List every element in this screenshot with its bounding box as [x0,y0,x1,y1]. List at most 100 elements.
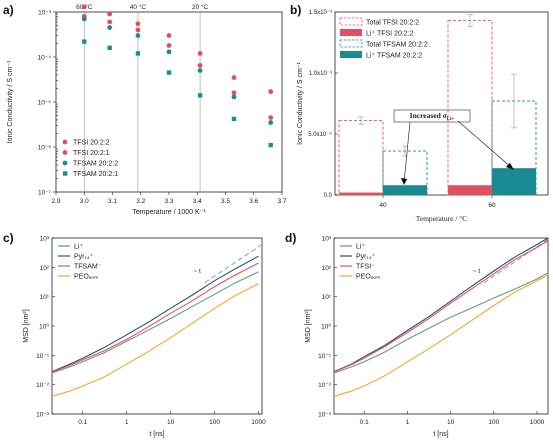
x-tick-label: 100 [488,419,499,426]
y-axis-label: Ionic Conductivity / S cm⁻¹ [297,62,304,145]
series-line [333,237,549,373]
bar-total [447,20,493,196]
x-tick-label: 3.6 [249,198,258,205]
legend-label: Li⁺ [356,244,365,251]
x-tick-label: 40 [379,202,387,209]
x-tick-label: 3.0 [80,198,89,205]
guide-label: ~ t [193,268,201,275]
legend-marker [63,171,68,176]
y-tick-label: 10⁻³ [38,10,52,17]
x-tick-label: 3.1 [108,198,117,205]
y-tick-label: 10³ [322,236,332,243]
data-point [107,45,112,51]
legend-marker [62,160,68,166]
legend-label: Li⁺ [74,244,83,251]
data-point [82,39,87,44]
panel-d: d) 0.1 1 10 100 1000 10⁻³ 10⁻² 10⁻¹ 10⁰ 10¹ 10² 10³ t… [285,231,549,438]
series-line [51,283,259,397]
y-axis-label: Ionic Conductivity / S cm⁻¹ [7,60,14,143]
data-point [268,142,273,148]
legend-label: TFSAM 20:2:1 [73,171,118,178]
x-tick-label: 3.3 [164,198,173,205]
y-tick-label: 10⁻⁶ [38,145,52,152]
y-tick-label: 1.0x10⁻³ [309,71,332,77]
x-tick-label: 10 [167,419,175,426]
y-tick-label: 10² [322,265,332,272]
y-tick-label: 10⁰ [39,323,49,331]
annotation-box [393,109,471,123]
series-line [51,255,259,373]
legend-label: TFSI 20:2:2 [73,140,110,147]
x-tick-label: 1000 [251,419,266,426]
y-tick-label: 10⁰ [321,323,331,331]
data-point [166,49,172,55]
data-point [231,90,237,96]
annotation-arrow [457,120,513,169]
legend-swatch [339,39,363,48]
data-point [268,115,274,121]
series-line [333,272,549,374]
panel-a: a) 60 °C 40 °C 20 °C2.9 3.0 3.1 3.2 3.3 3.4 3.5 3.… [3,3,287,216]
data-point [197,93,203,98]
data-point [166,70,172,75]
panel-label: b) [290,3,301,17]
x-tick-label: 1 [125,419,129,426]
x-tick-label: 1000 [530,419,545,426]
y-tick-label: 10³ [40,236,50,243]
data-point [166,33,172,38]
y-tick-label: 10⁻⁷ [38,190,52,197]
x-tick-label: 0.1 [78,419,87,426]
data-point [268,89,274,95]
x-tick-label: 3.7 [277,198,286,205]
legend-label: PEOₑₒₘ [74,274,98,281]
data-point [231,116,237,122]
data-point [135,33,141,38]
y-axis-label: MSD [nm²] [23,309,30,343]
guide-label: ~ t [473,268,481,275]
y-tick-label: 0.0 [324,193,333,199]
legend-label: Total TFSI 20:2:2 [366,20,419,27]
legend-label: TFSAM 20:2:2 [73,161,118,168]
annotation: Increased σLi+ [410,111,455,122]
data-point [197,68,203,73]
data-point [231,94,237,100]
x-tick-label: 3.2 [136,198,145,205]
annotation-arrow [403,121,411,184]
x-tick-label: 2.9 [51,198,60,205]
legend-label: TFSI⁻ [356,264,375,271]
y-tick-label: 10¹ [40,294,50,301]
y-tick-label: 1.5x10⁻³ [309,10,332,16]
x-tick-label: 3.5 [221,198,230,205]
bar-total [338,120,384,196]
legend-swatch [340,51,362,58]
legend-label: Pyr₁₄⁺ [74,254,94,261]
x-axis-label: t [ns] [433,431,448,438]
data-point [166,43,172,48]
y-tick-label: 10⁻⁵ [38,100,52,107]
y-tick-label: 10⁻² [318,382,332,389]
guide-line [483,238,549,284]
guide-line [204,244,263,284]
legend-marker [62,139,68,145]
data-point [81,4,87,10]
y-tick-label: 10⁻¹ [36,353,50,360]
data-point [135,27,141,33]
panel-label: d) [285,231,296,245]
y-tick-label: 10² [40,265,50,272]
legend-label: Li⁺ TFSAM 20:2:2 [366,53,422,60]
top-temp-label: 20 °C [192,3,209,11]
x-tick-label: 100 [209,419,220,426]
x-tick-label: 60 [488,202,496,209]
data-point [107,25,113,31]
y-tick-label: 10⁻³ [36,412,50,419]
x-tick-label: 0.1 [360,419,369,426]
data-point [107,11,113,17]
data-point [135,21,141,27]
data-point [197,63,203,68]
data-point [81,16,87,22]
x-tick-label: 3.4 [193,198,202,205]
panel-label: a) [3,3,14,17]
legend-label: Pyr₁₄⁺ [356,254,376,261]
data-point [135,51,141,56]
